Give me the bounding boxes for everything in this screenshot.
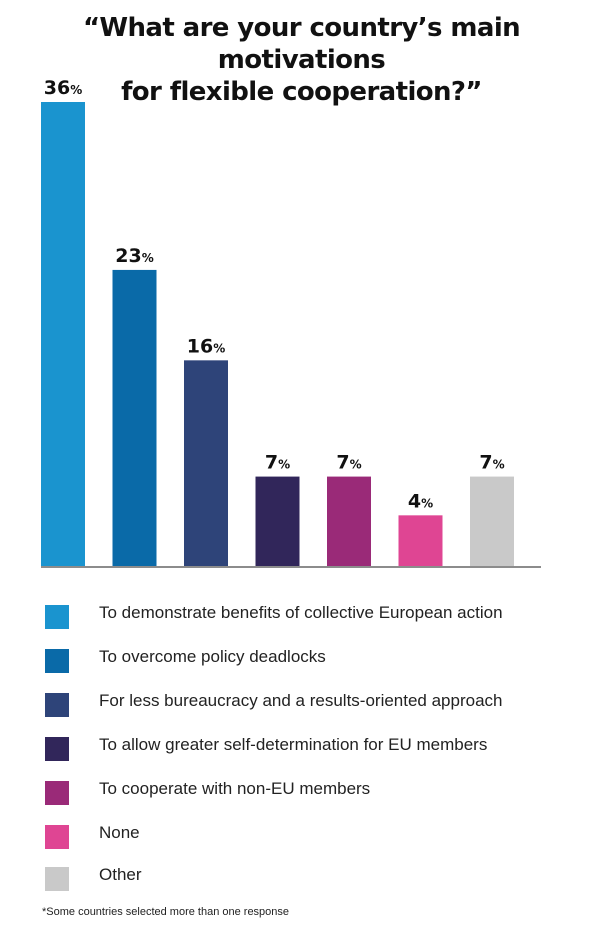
chart-title: “What are your country’s main motivation…	[0, 12, 603, 108]
chart-title-line-2: for flexible cooperation?”	[121, 77, 482, 107]
legend-label: To demonstrate benefits of collective Eu…	[99, 603, 503, 622]
legend-label: None	[99, 823, 140, 842]
legend-swatch	[45, 605, 69, 629]
bar-5	[327, 476, 371, 567]
value-labels-group: 36% 23% 16% 7% 7% 4% 7%	[44, 77, 505, 512]
bars-group	[41, 102, 514, 567]
bar-2	[112, 269, 157, 567]
chart-title-line-1: “What are your country’s main motivation…	[82, 13, 521, 75]
legend-swatch	[45, 781, 69, 805]
data-label-5: 7%	[336, 452, 361, 474]
data-label-2: 23%	[115, 245, 153, 267]
data-label-6: 4%	[408, 490, 433, 512]
footnote: *Some countries selected more than one r…	[42, 906, 290, 918]
legend-label: To allow greater self-determination for …	[99, 735, 488, 754]
chart-legend: To demonstrate benefits of collective Eu…	[45, 600, 585, 906]
bar-7	[470, 476, 514, 567]
legend-swatch	[45, 649, 69, 673]
legend-item-2: To overcome policy deadlocks	[45, 644, 585, 688]
legend-swatch	[45, 737, 69, 761]
legend-item-3: For less bureaucracy and a results-orien…	[45, 688, 585, 732]
legend-item-4: To allow greater self-determination for …	[45, 732, 585, 776]
data-label-7: 7%	[479, 452, 504, 474]
data-label-4: 7%	[265, 452, 290, 474]
bar-1	[41, 102, 85, 567]
legend-swatch	[45, 867, 69, 891]
legend-item-5: To cooperate with non-EU members	[45, 776, 585, 820]
bar-chart: 36% 23% 16% 7% 7% 4% 7%	[41, 77, 541, 568]
legend-item-6: None	[45, 820, 585, 862]
legend-label: To cooperate with non-EU members	[99, 779, 371, 798]
data-label-3: 16%	[187, 335, 225, 357]
bar-6	[398, 515, 443, 567]
data-label-1: 36%	[44, 77, 82, 99]
legend-swatch	[45, 825, 69, 849]
bar-4	[255, 476, 300, 567]
legend-item-7: Other	[45, 862, 585, 906]
legend-label: To overcome policy deadlocks	[99, 647, 326, 666]
legend-label: For less bureaucracy and a results-orien…	[99, 691, 503, 710]
legend-label: Other	[99, 865, 142, 884]
bar-3	[184, 360, 228, 567]
legend-item-1: To demonstrate benefits of collective Eu…	[45, 600, 585, 644]
legend-swatch	[45, 693, 69, 717]
